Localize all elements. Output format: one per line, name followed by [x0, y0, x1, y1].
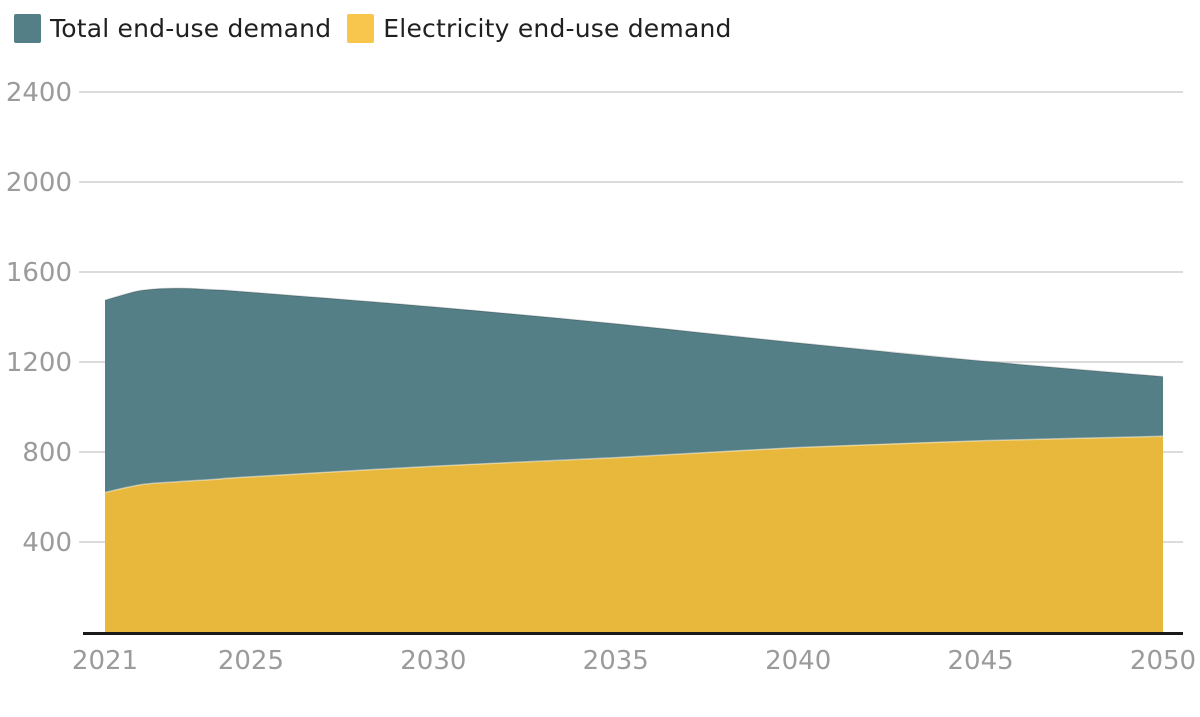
y-axis-tick-label: 1600	[6, 258, 72, 288]
legend-label-total: Total end-use demand	[50, 14, 332, 43]
y-axis-tick-label: 400	[22, 528, 72, 558]
legend-swatch-electricity-icon	[347, 14, 375, 43]
edge-electricity-end-use-demand	[104, 435, 1164, 494]
area-electricity-end-use-demand	[105, 436, 1163, 632]
y-axis-tick-label: 800	[22, 438, 72, 468]
y-axis-tick-label: 1200	[6, 348, 72, 378]
x-axis-tick-label: 2035	[583, 646, 649, 676]
x-axis-tick-label: 2040	[765, 646, 831, 676]
legend-item-electricity-end-use-demand[interactable]: Electricity end-use demand	[347, 14, 731, 43]
legend-label-electricity: Electricity end-use demand	[383, 14, 732, 43]
x-axis-tick-label: 2025	[218, 646, 284, 676]
x-axis-tick-label: 2021	[72, 646, 138, 676]
y-axis-tick-label: 2400	[6, 78, 72, 108]
edge-total-end-use-demand	[104, 287, 1164, 378]
legend: Total end-use demand Electricity end-use…	[14, 14, 732, 43]
x-axis-tick-label: 2045	[948, 646, 1014, 676]
legend-item-total-end-use-demand[interactable]: Total end-use demand	[14, 14, 331, 43]
x-axis-tick-label: 2050	[1130, 646, 1196, 676]
x-axis-tick-label: 2030	[400, 646, 466, 676]
y-axis-tick-label: 2000	[6, 168, 72, 198]
legend-swatch-total-icon	[14, 14, 41, 43]
